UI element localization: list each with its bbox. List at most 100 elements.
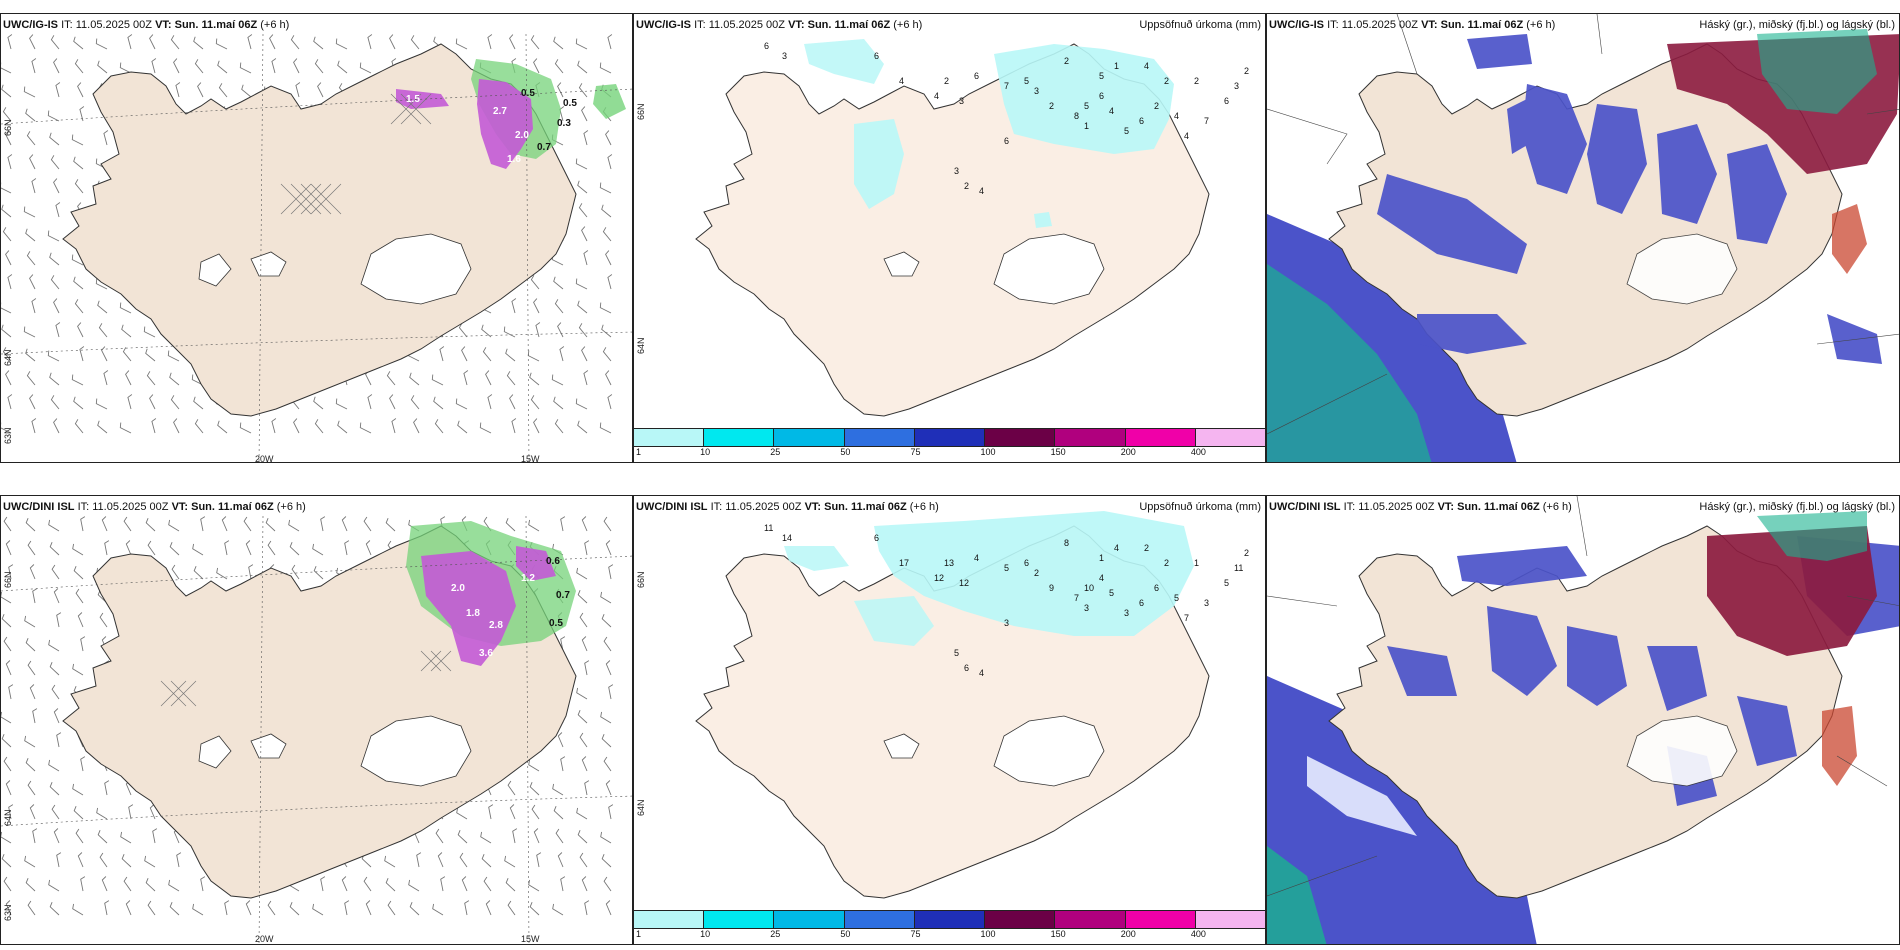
wind-barb bbox=[49, 662, 60, 676]
wind-barb bbox=[104, 780, 110, 796]
vt-value: Sun. 11.maí 06Z bbox=[1457, 501, 1540, 513]
wind-barb bbox=[557, 82, 564, 98]
wind-barb bbox=[461, 346, 468, 362]
wind-barb bbox=[32, 708, 38, 724]
wind-barb bbox=[71, 254, 84, 266]
panel-header: UWC/IG-IS IT: 11.05.2025 00Z VT: Sun. 11… bbox=[3, 18, 628, 32]
wind-barb bbox=[73, 566, 84, 580]
wind-barb bbox=[271, 418, 277, 434]
glacier-vatnajokull bbox=[1626, 233, 1738, 305]
precip-value: 5 bbox=[1109, 588, 1114, 598]
wind-value: 2.0 bbox=[515, 130, 529, 141]
wind-barb bbox=[410, 35, 420, 50]
panel-header: UWC/DINI ISL IT: 11.05.2025 00Z VT: Sun.… bbox=[3, 500, 628, 514]
wind-barb bbox=[289, 902, 300, 916]
wind-barb bbox=[267, 540, 276, 556]
wind-barb bbox=[119, 302, 132, 314]
wind-barb bbox=[47, 110, 60, 122]
wind-barb bbox=[413, 418, 420, 434]
it-value: 11.05.2025 00Z bbox=[725, 501, 802, 513]
wind-barb bbox=[555, 828, 564, 844]
wind-barb bbox=[8, 564, 14, 580]
wind-barb bbox=[527, 350, 540, 362]
legend-swatch bbox=[844, 911, 915, 928]
wind-barb bbox=[431, 374, 444, 386]
wind-barb bbox=[101, 516, 108, 532]
precip-value: 2 bbox=[964, 181, 969, 191]
wind-barb bbox=[25, 108, 36, 122]
wind-barb bbox=[29, 804, 36, 820]
legend-tick: 200 bbox=[1120, 929, 1136, 939]
wind-barb bbox=[577, 180, 588, 194]
wind-barb bbox=[120, 831, 132, 844]
wind-barb bbox=[169, 542, 180, 556]
wind-barb bbox=[505, 878, 516, 892]
wind-barb bbox=[53, 298, 60, 314]
wind-barb bbox=[1, 734, 12, 748]
wind-barb bbox=[503, 326, 516, 338]
precip-value: 5 bbox=[1099, 71, 1104, 81]
lat-label: 66N bbox=[636, 571, 646, 588]
wind-barb bbox=[48, 639, 60, 652]
wind-barb bbox=[49, 542, 60, 556]
wind-barb bbox=[602, 227, 612, 242]
precip-legend: 1 10 25 50 75 100 150 200 400 bbox=[634, 910, 1265, 944]
wind-barb bbox=[146, 371, 156, 386]
precip-value: 4 bbox=[1109, 106, 1114, 116]
precip-value: 1 bbox=[1084, 121, 1089, 131]
wind-barb bbox=[24, 735, 36, 748]
wind-barb bbox=[320, 516, 326, 532]
wind-barb bbox=[79, 106, 85, 122]
wind-barb bbox=[50, 155, 60, 170]
precip-value: 5 bbox=[954, 648, 959, 658]
wind-barb bbox=[31, 178, 37, 194]
wind-barb bbox=[122, 347, 132, 362]
legend-tick: 1 bbox=[636, 447, 642, 457]
legend-tick: 75 bbox=[910, 447, 921, 457]
cloud-high-e bbox=[1822, 706, 1857, 786]
wind-barb bbox=[602, 347, 612, 362]
wind-barb bbox=[51, 804, 60, 820]
wind-barb bbox=[145, 348, 156, 362]
precip-value: 10 bbox=[1084, 583, 1094, 593]
precip-value: 4 bbox=[1099, 573, 1104, 583]
wind-barb bbox=[5, 130, 12, 146]
wind-barb bbox=[312, 903, 324, 916]
wind-value: 0.3 bbox=[557, 118, 571, 129]
wind-barb bbox=[583, 130, 589, 146]
wind-barb bbox=[27, 780, 36, 796]
wind-barb bbox=[581, 106, 588, 122]
wind-barb bbox=[98, 323, 108, 338]
legend-swatch bbox=[634, 429, 705, 446]
lat-lon-grid bbox=[1, 33, 632, 462]
wind-barb bbox=[575, 398, 588, 410]
wind-barb bbox=[5, 660, 12, 676]
wind-barb bbox=[53, 828, 60, 844]
wind-barb bbox=[145, 878, 156, 892]
wind-barb bbox=[557, 322, 564, 338]
wind-barb bbox=[607, 34, 613, 50]
wind-barb bbox=[384, 855, 396, 868]
wind-barb bbox=[528, 759, 540, 772]
wind-barb bbox=[47, 230, 60, 242]
precip-value: 13 bbox=[944, 558, 954, 568]
wind-barb bbox=[437, 852, 444, 868]
wind-barb bbox=[410, 395, 420, 410]
cloud-mid-ne bbox=[1757, 29, 1877, 114]
wind-barb bbox=[101, 346, 108, 362]
wind-barb bbox=[293, 418, 300, 434]
wind-map: 2.0 1.8 2.8 3.6 0.6 0.7 0.5 1.2 bbox=[1, 515, 632, 944]
wind-barb bbox=[439, 346, 445, 362]
panel-header: UWC/DINI ISL IT: 11.05.2025 00Z VT: Sun.… bbox=[636, 500, 1261, 514]
lead-time: (+6 h) bbox=[276, 501, 306, 513]
wind-barb bbox=[151, 58, 157, 74]
wind-barb bbox=[56, 732, 62, 748]
wind-barb bbox=[119, 422, 132, 434]
wind-barb bbox=[314, 419, 324, 434]
wind-barb bbox=[55, 82, 61, 98]
wind-barb bbox=[175, 82, 181, 98]
wind-barb bbox=[313, 396, 324, 410]
precip-value: 11 bbox=[1234, 563, 1243, 573]
